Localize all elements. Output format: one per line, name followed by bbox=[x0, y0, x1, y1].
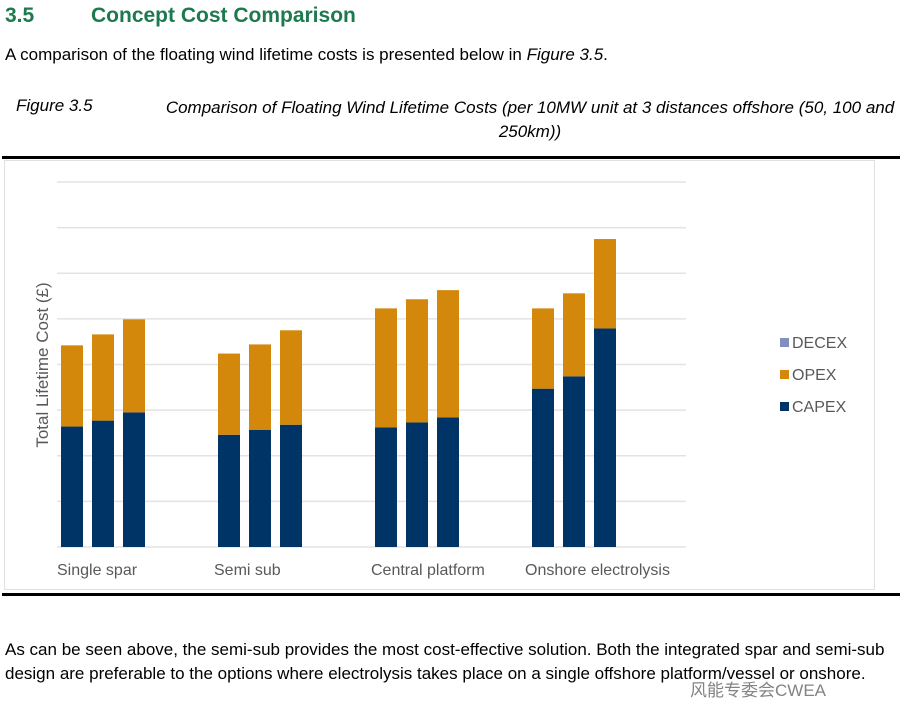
section-number: 3.5 bbox=[5, 4, 35, 27]
bar-capex bbox=[375, 427, 397, 547]
bar-opex bbox=[218, 353, 240, 435]
bar-capex bbox=[532, 388, 554, 547]
x-tick-label: Semi sub bbox=[214, 562, 281, 579]
bar-capex bbox=[92, 420, 114, 547]
legend-swatch-capex bbox=[780, 402, 789, 411]
bar-opex bbox=[123, 319, 145, 413]
bar-opex bbox=[594, 239, 616, 329]
bar-opex bbox=[437, 290, 459, 418]
figure-label: Figure 3.5 bbox=[16, 96, 93, 115]
watermark: 风能专委会CWEA bbox=[690, 681, 826, 700]
legend-label-decex: DECEX bbox=[792, 335, 847, 352]
bar-opex bbox=[406, 299, 428, 423]
chart-frame bbox=[4, 160, 875, 590]
bar-capex bbox=[280, 424, 302, 547]
bar-opex bbox=[532, 308, 554, 389]
x-tick-label: Onshore electrolysis bbox=[525, 562, 670, 579]
bar-opex bbox=[280, 330, 302, 425]
intro-text: A comparison of the floating wind lifeti… bbox=[5, 45, 527, 64]
x-tick-label: Central platform bbox=[371, 562, 485, 579]
bar-opex bbox=[375, 308, 397, 428]
y-axis-label: Total Lifetime Cost (£) bbox=[33, 282, 52, 447]
legend-label-opex: OPEX bbox=[792, 367, 837, 384]
intro-end: . bbox=[603, 45, 608, 64]
bar-opex bbox=[92, 334, 114, 421]
bar-capex bbox=[406, 422, 428, 547]
figure-caption: Comparison of Floating Wind Lifetime Cos… bbox=[165, 98, 895, 141]
legend-label-capex: CAPEX bbox=[792, 399, 847, 416]
legend-swatch-decex bbox=[780, 338, 789, 347]
section-title: Concept Cost Comparison bbox=[91, 4, 356, 27]
bottom-rule bbox=[2, 593, 900, 596]
bar-opex bbox=[563, 293, 585, 377]
intro-paragraph: A comparison of the floating wind lifeti… bbox=[5, 45, 608, 65]
top-rule bbox=[2, 156, 900, 159]
bar-capex bbox=[437, 417, 459, 547]
bar-capex bbox=[218, 434, 240, 547]
bar-opex bbox=[249, 344, 271, 430]
body-paragraph: As can be seen above, the semi-sub provi… bbox=[5, 640, 885, 683]
bar-capex bbox=[123, 412, 145, 547]
bar-capex bbox=[61, 426, 83, 547]
x-tick-label: Single spar bbox=[57, 562, 138, 579]
bar-capex bbox=[563, 376, 585, 547]
legend-swatch-opex bbox=[780, 370, 789, 379]
bar-capex bbox=[249, 429, 271, 547]
bar-opex bbox=[61, 345, 83, 427]
bar-capex bbox=[594, 328, 616, 547]
figure-reference: Figure 3.5 bbox=[526, 45, 604, 64]
